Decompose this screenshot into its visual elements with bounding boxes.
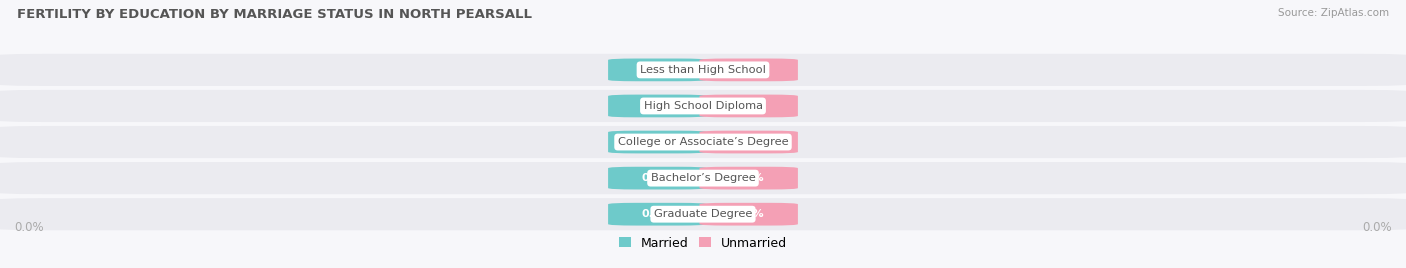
Text: 0.0%: 0.0%: [643, 101, 672, 111]
Text: 0.0%: 0.0%: [643, 173, 672, 183]
FancyBboxPatch shape: [609, 95, 707, 117]
FancyBboxPatch shape: [609, 58, 707, 81]
FancyBboxPatch shape: [700, 167, 799, 189]
Text: 0.0%: 0.0%: [734, 209, 763, 219]
FancyBboxPatch shape: [0, 198, 1406, 230]
Text: High School Diploma: High School Diploma: [644, 101, 762, 111]
FancyBboxPatch shape: [609, 203, 707, 226]
Text: Less than High School: Less than High School: [640, 65, 766, 75]
Text: 0.0%: 0.0%: [643, 137, 672, 147]
FancyBboxPatch shape: [0, 54, 1406, 86]
Text: FERTILITY BY EDUCATION BY MARRIAGE STATUS IN NORTH PEARSALL: FERTILITY BY EDUCATION BY MARRIAGE STATU…: [17, 8, 531, 21]
FancyBboxPatch shape: [609, 131, 707, 153]
Text: 0.0%: 0.0%: [734, 137, 763, 147]
Text: 0.0%: 0.0%: [734, 173, 763, 183]
Text: 0.0%: 0.0%: [643, 209, 672, 219]
FancyBboxPatch shape: [700, 203, 799, 226]
FancyBboxPatch shape: [700, 95, 799, 117]
FancyBboxPatch shape: [609, 167, 707, 189]
Text: Graduate Degree: Graduate Degree: [654, 209, 752, 219]
FancyBboxPatch shape: [700, 58, 799, 81]
Text: College or Associate’s Degree: College or Associate’s Degree: [617, 137, 789, 147]
Text: 0.0%: 0.0%: [734, 101, 763, 111]
Legend: Married, Unmarried: Married, Unmarried: [616, 234, 790, 252]
FancyBboxPatch shape: [0, 126, 1406, 158]
FancyBboxPatch shape: [0, 162, 1406, 194]
Text: Source: ZipAtlas.com: Source: ZipAtlas.com: [1278, 8, 1389, 18]
Text: 0.0%: 0.0%: [734, 65, 763, 75]
Text: 0.0%: 0.0%: [643, 65, 672, 75]
Text: 0.0%: 0.0%: [1362, 221, 1392, 234]
FancyBboxPatch shape: [0, 90, 1406, 122]
Text: Bachelor’s Degree: Bachelor’s Degree: [651, 173, 755, 183]
Text: 0.0%: 0.0%: [14, 221, 44, 234]
FancyBboxPatch shape: [700, 131, 799, 153]
